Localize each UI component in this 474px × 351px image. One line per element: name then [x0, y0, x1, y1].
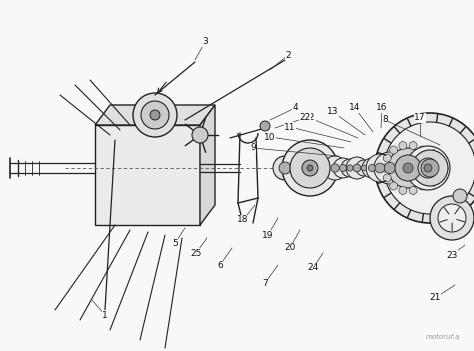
Circle shape: [384, 122, 474, 214]
Text: 17: 17: [414, 113, 426, 122]
Circle shape: [425, 154, 433, 162]
Circle shape: [353, 164, 361, 172]
Circle shape: [425, 174, 433, 182]
Circle shape: [383, 154, 391, 162]
Circle shape: [419, 146, 426, 154]
Circle shape: [383, 174, 391, 182]
Circle shape: [302, 160, 318, 176]
Circle shape: [346, 157, 368, 179]
Polygon shape: [95, 105, 215, 125]
Circle shape: [356, 160, 372, 176]
Text: 14: 14: [349, 104, 361, 113]
Circle shape: [192, 127, 208, 143]
Text: 20: 20: [284, 244, 296, 252]
Circle shape: [141, 101, 169, 129]
Circle shape: [396, 136, 460, 200]
Circle shape: [418, 158, 438, 178]
Circle shape: [279, 162, 291, 174]
Circle shape: [399, 186, 407, 194]
Text: 7: 7: [262, 278, 268, 287]
Text: 23: 23: [447, 251, 458, 259]
Text: 13: 13: [327, 107, 339, 117]
Circle shape: [282, 140, 338, 196]
Circle shape: [361, 165, 367, 171]
Circle shape: [430, 196, 474, 240]
Circle shape: [362, 158, 382, 178]
Text: 8: 8: [382, 115, 388, 125]
Text: 2: 2: [285, 51, 291, 60]
Circle shape: [390, 146, 398, 154]
Text: 3: 3: [202, 38, 208, 46]
Circle shape: [339, 165, 346, 172]
Text: 1: 1: [102, 311, 108, 319]
Circle shape: [388, 148, 428, 188]
Circle shape: [341, 159, 359, 177]
Circle shape: [421, 159, 439, 177]
Circle shape: [347, 165, 353, 171]
Circle shape: [419, 182, 426, 190]
Circle shape: [366, 154, 394, 182]
Circle shape: [409, 186, 417, 194]
Text: 10: 10: [264, 132, 276, 141]
Circle shape: [307, 165, 313, 171]
Circle shape: [260, 121, 270, 131]
Circle shape: [333, 158, 353, 178]
Circle shape: [406, 146, 450, 190]
Text: 12: 12: [304, 113, 316, 122]
Polygon shape: [200, 105, 215, 225]
Circle shape: [453, 189, 467, 203]
Text: 25: 25: [191, 249, 202, 258]
Circle shape: [424, 164, 432, 172]
Text: 6: 6: [217, 260, 223, 270]
Circle shape: [374, 152, 406, 184]
Text: 24: 24: [307, 264, 319, 272]
Text: 22: 22: [300, 113, 310, 122]
Circle shape: [409, 141, 417, 150]
Circle shape: [375, 113, 474, 223]
Circle shape: [390, 182, 398, 190]
Circle shape: [412, 150, 448, 186]
Circle shape: [395, 155, 421, 181]
Circle shape: [384, 163, 396, 174]
Circle shape: [331, 164, 339, 172]
Circle shape: [427, 164, 435, 172]
Text: 9: 9: [250, 144, 256, 152]
Text: 21: 21: [429, 293, 441, 303]
Text: motoruf.a: motoruf.a: [426, 334, 460, 340]
Bar: [95, 125, 200, 225]
Circle shape: [290, 148, 330, 188]
Text: 16: 16: [376, 104, 388, 113]
Text: 5: 5: [172, 238, 178, 247]
Text: 18: 18: [237, 216, 249, 225]
Circle shape: [273, 156, 297, 180]
Circle shape: [133, 93, 177, 137]
Circle shape: [438, 204, 466, 232]
Text: 19: 19: [262, 231, 274, 239]
Circle shape: [381, 164, 389, 172]
Circle shape: [375, 163, 385, 173]
Text: 11: 11: [284, 122, 296, 132]
Circle shape: [399, 141, 407, 150]
Circle shape: [403, 163, 413, 173]
Circle shape: [150, 110, 160, 120]
Circle shape: [368, 165, 375, 172]
Circle shape: [323, 156, 347, 180]
Text: 4: 4: [292, 104, 298, 113]
